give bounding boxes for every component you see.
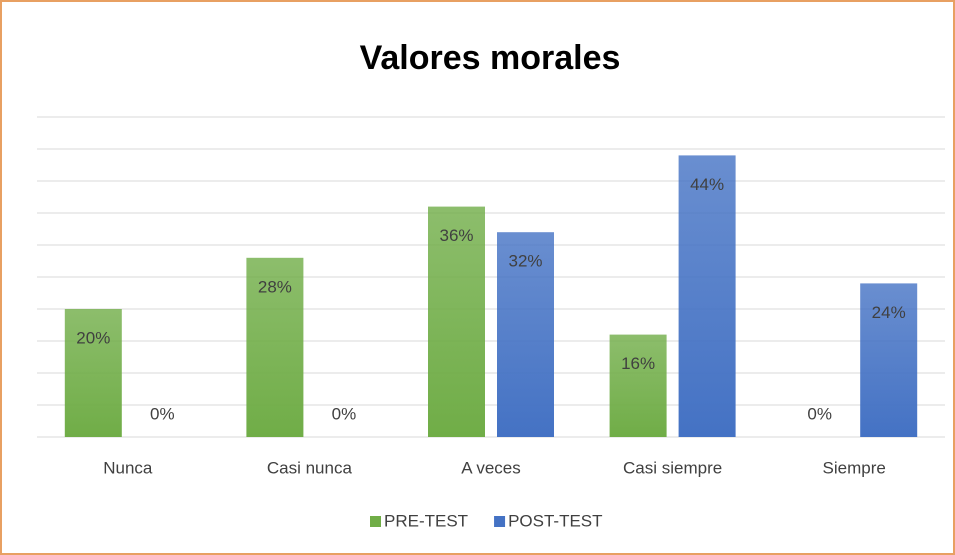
data-label: 20% bbox=[76, 328, 110, 347]
data-label: 28% bbox=[258, 277, 292, 296]
legend-label: POST-TEST bbox=[508, 511, 602, 530]
bar bbox=[678, 155, 736, 437]
legend-swatch bbox=[494, 516, 506, 527]
data-label: 32% bbox=[508, 252, 542, 271]
bar bbox=[64, 309, 122, 437]
x-tick-label: Casi nunca bbox=[267, 458, 353, 477]
data-label: 16% bbox=[621, 354, 655, 373]
data-label: 0% bbox=[332, 404, 357, 423]
x-tick-label: Casi siempre bbox=[623, 458, 722, 477]
bar bbox=[428, 206, 485, 437]
x-tick-label: A veces bbox=[461, 458, 521, 477]
legend-label: PRE-TEST bbox=[384, 511, 468, 530]
data-label: 0% bbox=[807, 404, 832, 423]
bar bbox=[497, 232, 554, 437]
x-tick-label: Nunca bbox=[103, 458, 153, 477]
legend-swatch bbox=[370, 516, 381, 527]
bar bbox=[609, 334, 667, 437]
bar bbox=[246, 257, 304, 437]
bar bbox=[860, 283, 918, 437]
data-label: 24% bbox=[872, 303, 906, 322]
data-label: 36% bbox=[439, 226, 473, 245]
x-tick-label: Siempre bbox=[823, 458, 886, 477]
data-label: 44% bbox=[690, 175, 724, 194]
chart-title: Valores morales bbox=[360, 39, 621, 77]
data-label: 0% bbox=[150, 404, 175, 423]
